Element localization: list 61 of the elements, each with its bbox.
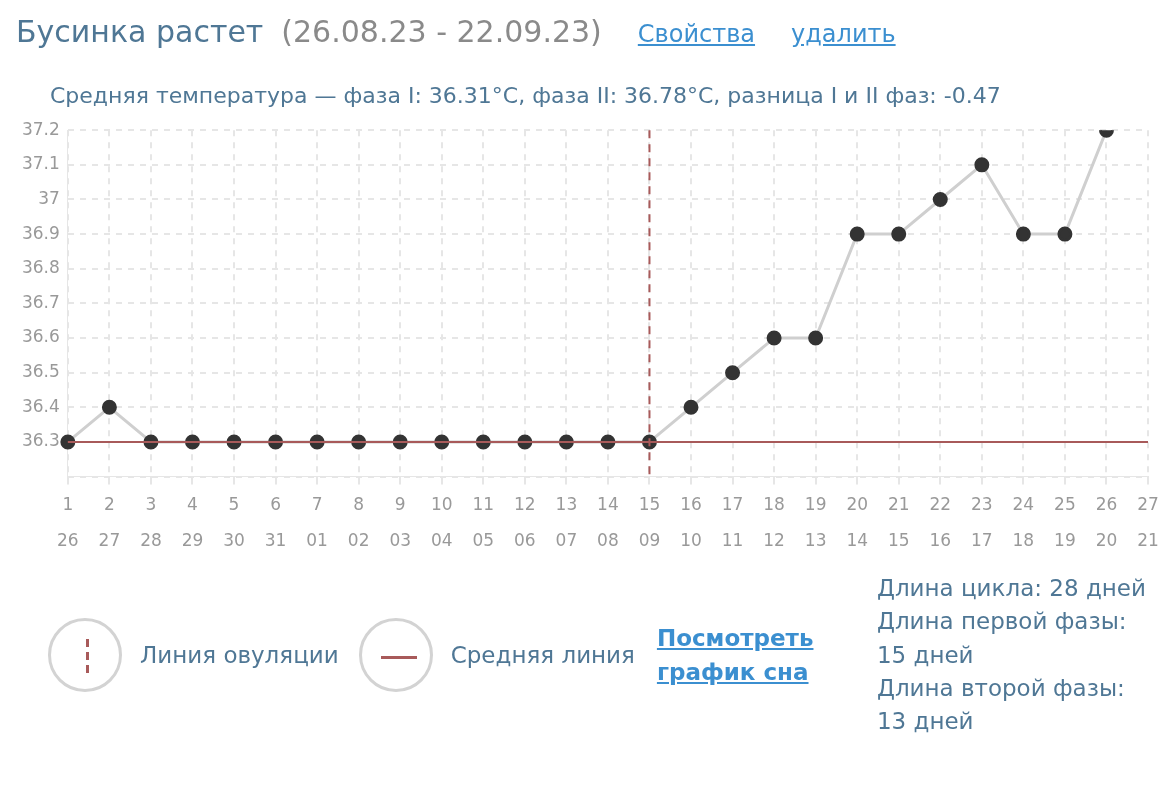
text: 15 дней	[876, 640, 975, 670]
point	[683, 399, 699, 415]
x-tick-label: 23 17	[971, 493, 993, 550]
chart-title: Бусинка растет	[16, 14, 264, 49]
x-tick-label: 12 06	[514, 493, 536, 550]
x-tick-label: 9 03	[389, 493, 412, 550]
point	[1057, 226, 1073, 242]
x-tick-label: 18 12	[763, 493, 785, 550]
x-tick-label: 17 11	[721, 493, 744, 550]
x-tick-label: 22 16	[929, 493, 952, 550]
text: Длина первой фазы:	[876, 607, 1128, 637]
text: Посмотреть график сна	[656, 623, 815, 688]
y-tick-label: 36.8	[21, 257, 60, 278]
text: Длина второй фазы:	[876, 674, 1126, 704]
legend-label: Линия овуляции	[140, 642, 339, 669]
text: Средняя температура — фаза I: 36.31°C, фаза II: 36.78°C, разница I и II фаз: -0.47	[50, 83, 1002, 108]
text: 13 дней	[876, 707, 975, 737]
point	[932, 191, 948, 207]
chart-subtitle: (26.08.23 - 22.09.23)	[281, 14, 602, 49]
x-tick-label: 20 14	[846, 493, 869, 550]
x-tick-label: 13 07	[555, 493, 578, 550]
x-tick-label: 15 09	[638, 493, 661, 550]
x-tick-label: 2 27	[98, 493, 121, 550]
x-tick-label: 11 05	[472, 493, 495, 550]
y-tick-label: 37.2	[21, 118, 60, 139]
point	[808, 330, 824, 346]
y-tick-label: 37	[38, 187, 60, 208]
x-tick-label: 1 26	[57, 493, 79, 550]
y-tick-label: 36.5	[21, 361, 60, 382]
x-tick-label: 19 13	[804, 493, 827, 550]
x-tick-label: 10 04	[430, 493, 453, 550]
point	[766, 330, 782, 346]
x-tick-label: 16 10	[680, 493, 702, 550]
text: удалить	[791, 20, 896, 48]
y-tick-label: 36.7	[21, 291, 60, 312]
x-tick-label: 6 31	[264, 493, 287, 550]
point	[849, 226, 865, 242]
x-tick-label: 25 19	[1054, 493, 1076, 550]
x-tick-label: 21 15	[887, 493, 910, 550]
text: Длина цикла: 28 дней	[876, 574, 1146, 603]
x-tick-label: 8 02	[347, 493, 370, 550]
y-tick-label: 36.4	[21, 395, 60, 416]
x-tick-label: 7 01	[306, 493, 328, 550]
y-tick-label: 36.9	[21, 222, 60, 243]
point	[101, 399, 117, 415]
x-tick-label: 3 28	[140, 493, 162, 550]
y-tick-label: 37.1	[21, 153, 60, 174]
text: Свойства	[637, 20, 756, 48]
legend-label: Средняя линия	[450, 642, 635, 669]
point	[974, 157, 990, 173]
x-tick-label: 5 30	[223, 493, 245, 550]
point	[891, 226, 907, 242]
x-tick-label: 24 18	[1012, 493, 1035, 550]
y-tick-label: 36.3	[21, 430, 60, 451]
point	[725, 365, 741, 381]
x-tick-label: 27 21	[1137, 493, 1159, 550]
y-tick-label: 36.6	[21, 326, 60, 347]
x-tick-label: 4 29	[181, 493, 204, 550]
point	[1015, 226, 1031, 242]
x-tick-label: 26 20	[1095, 493, 1118, 550]
x-tick-label: 14 08	[597, 493, 619, 550]
